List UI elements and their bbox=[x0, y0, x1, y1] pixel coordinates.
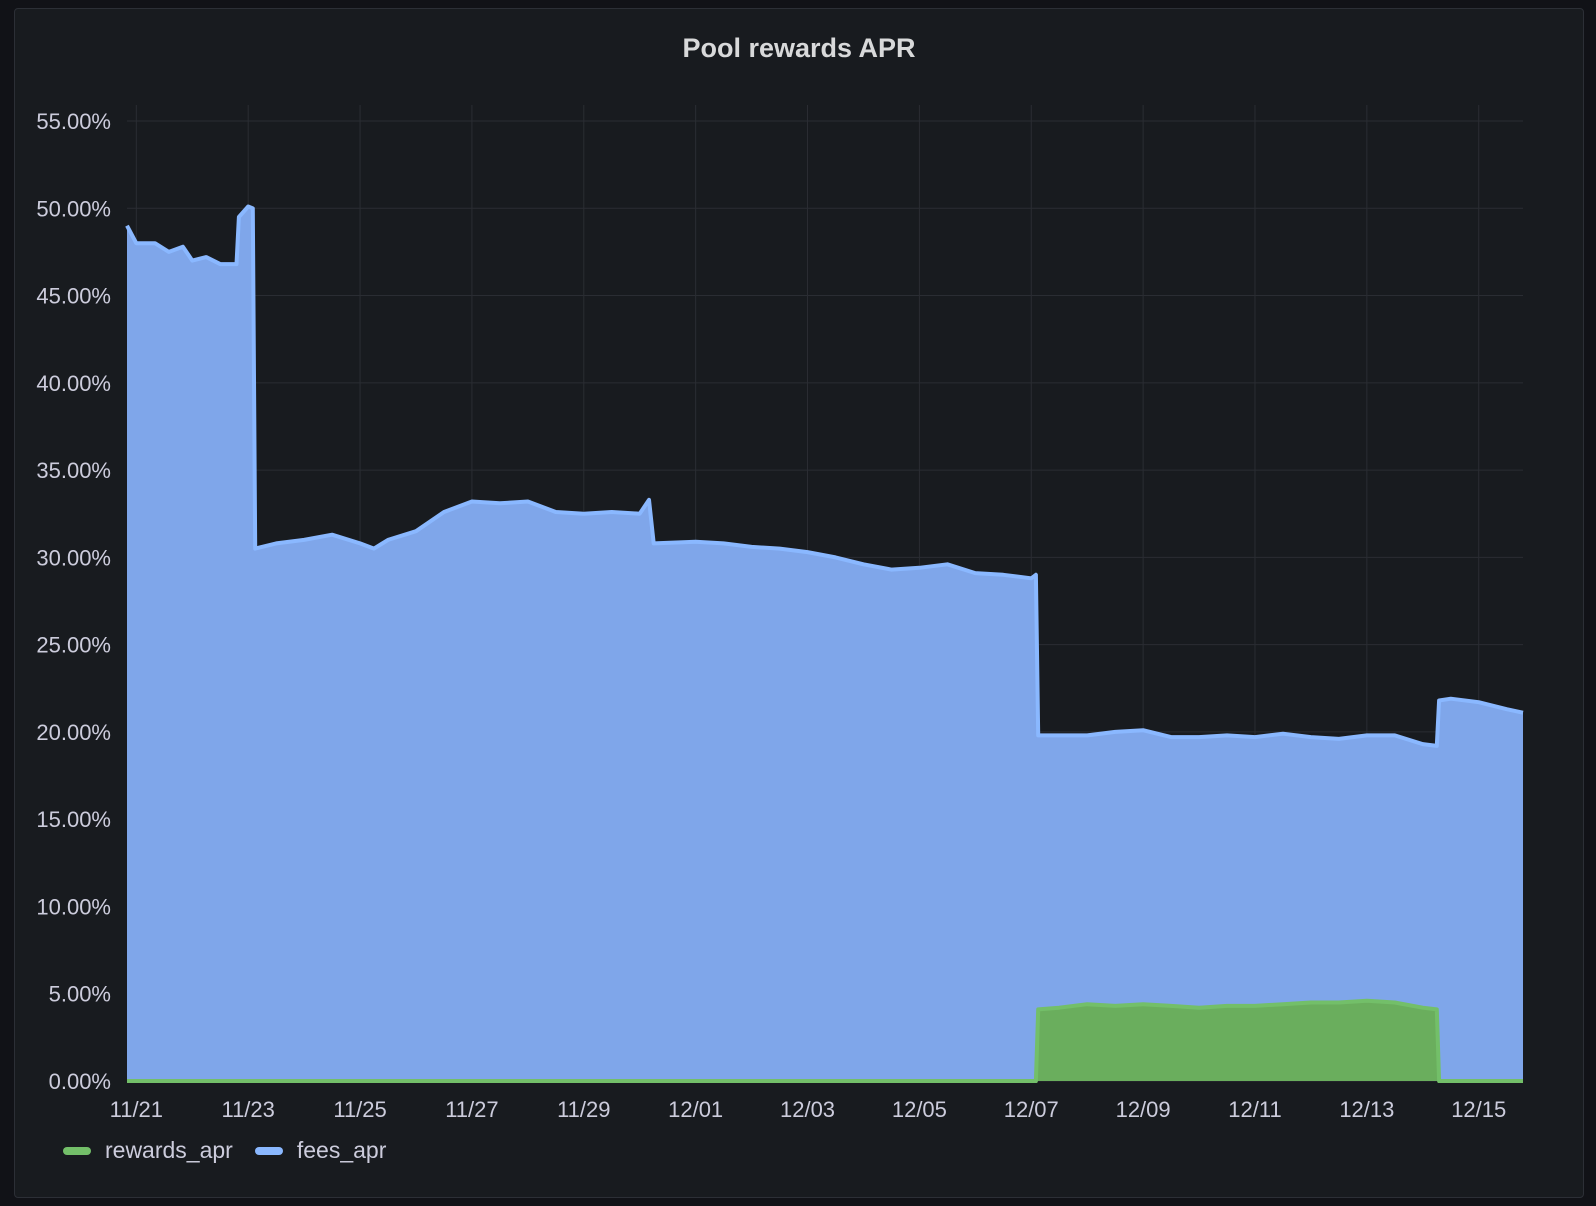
x-tick-label: 12/03 bbox=[780, 1097, 835, 1122]
legend-swatch-fees-apr bbox=[254, 1146, 283, 1155]
legend-label-rewards-apr: rewards_apr bbox=[105, 1137, 233, 1163]
y-tick-label: 30.00% bbox=[36, 545, 111, 570]
y-tick-label: 45.00% bbox=[36, 284, 111, 309]
y-tick-label: 5.00% bbox=[49, 982, 111, 1007]
x-tick-label: 11/27 bbox=[445, 1097, 498, 1122]
x-tick-label: 12/09 bbox=[1116, 1097, 1171, 1122]
y-tick-label: 55.00% bbox=[36, 109, 111, 134]
series-line-fees-apr bbox=[125, 204, 1524, 748]
x-tick-label: 12/11 bbox=[1228, 1097, 1281, 1122]
x-tick-label: 11/23 bbox=[221, 1097, 274, 1122]
x-tick-label: 11/29 bbox=[557, 1097, 610, 1122]
y-tick-label: 10.00% bbox=[36, 894, 111, 919]
x-tick-label: 11/25 bbox=[333, 1097, 386, 1122]
legend-item-fees-apr[interactable]: fees_apr bbox=[254, 1137, 387, 1164]
y-tick-label: 15.00% bbox=[36, 807, 111, 832]
y-tick-label: 40.00% bbox=[36, 371, 111, 396]
legend-swatch-rewards-apr bbox=[63, 1146, 91, 1155]
y-tick-label: 20.00% bbox=[36, 720, 111, 745]
x-tick-label: 12/05 bbox=[892, 1097, 947, 1122]
series-layer bbox=[125, 204, 1524, 1083]
y-tick-label: 50.00% bbox=[36, 196, 111, 221]
series-area-rewards-apr[interactable] bbox=[127, 1000, 1523, 1081]
y-tick-label: 35.00% bbox=[36, 458, 111, 483]
axes: 0.00% 5.00% 10.00% 15.00% 20.00% 25.00% 30.00%… bbox=[36, 109, 1506, 1122]
legend-item-rewards-apr[interactable]: rewards_apr bbox=[63, 1137, 233, 1164]
x-tick-label: 12/15 bbox=[1451, 1097, 1506, 1122]
y-tick-label: 25.00% bbox=[36, 633, 111, 658]
x-tick-label: 12/01 bbox=[668, 1097, 723, 1122]
legend: rewards_apr fees_apr bbox=[63, 1137, 386, 1164]
chart-area[interactable]: 0.00% 5.00% 10.00% 15.00% 20.00% 25.00% 30.00%… bbox=[15, 9, 1585, 1129]
series-line-rewards-apr bbox=[127, 998, 1523, 1083]
chart-panel: Pool rewards APR 0.00% 5.00% 10.00% 15.00% 2… bbox=[14, 8, 1584, 1198]
x-tick-label: 12/13 bbox=[1339, 1097, 1394, 1122]
panel-title: Pool rewards APR bbox=[682, 33, 916, 63]
y-tick-label: 0.00% bbox=[49, 1069, 111, 1094]
x-tick-label: 11/21 bbox=[110, 1097, 163, 1122]
legend-label-fees-apr: fees_apr bbox=[296, 1137, 387, 1163]
x-tick-label: 12/07 bbox=[1004, 1097, 1059, 1122]
series-area-fees-apr[interactable] bbox=[127, 206, 1523, 1082]
